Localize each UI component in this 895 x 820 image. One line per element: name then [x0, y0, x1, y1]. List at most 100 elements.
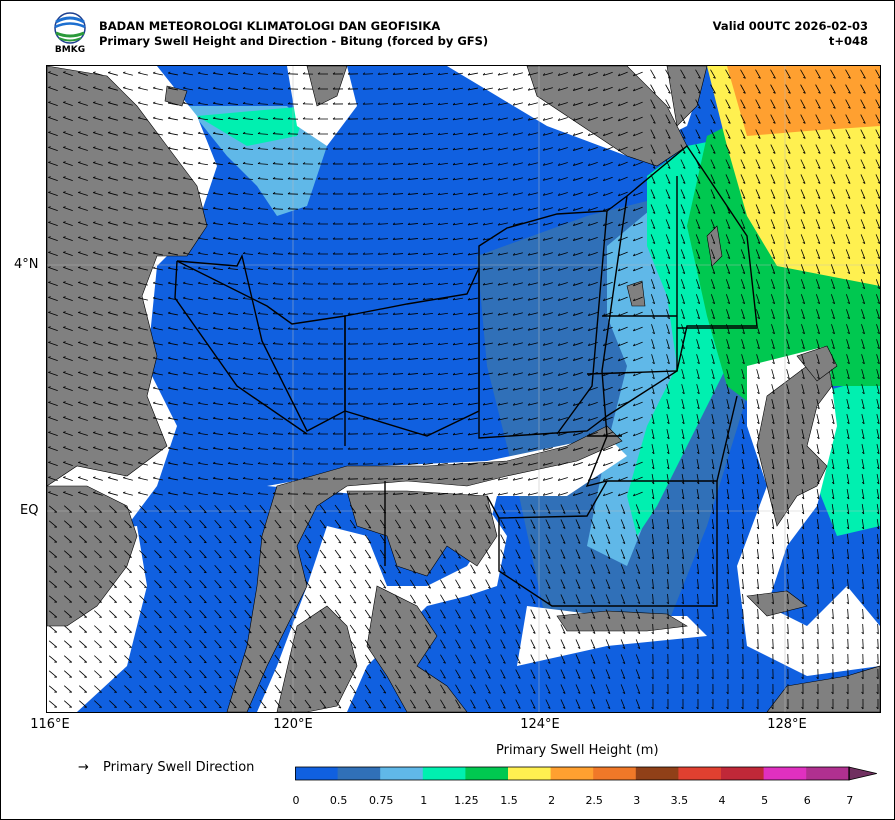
swell-arrow [242, 388, 254, 390]
swell-arrow [740, 174, 746, 184]
swell-arrow-head [263, 706, 267, 709]
swell-arrow [666, 504, 670, 514]
swell-arrow-head [227, 251, 231, 254]
swell-arrow [528, 102, 538, 106]
swell-arrow [603, 416, 613, 422]
swell-arrow-head [877, 211, 880, 214]
swell-arrow-head [93, 341, 96, 343]
swell-arrow [78, 237, 88, 241]
swell-arrow-head [711, 481, 715, 485]
swell-arrow [528, 267, 538, 271]
swell-arrow-head [757, 421, 760, 425]
swell-arrow-head [242, 326, 246, 329]
swell-arrow-head [48, 176, 51, 178]
swell-arrow [123, 312, 133, 316]
swell-arrow [711, 339, 715, 349]
swell-arrow [274, 519, 282, 529]
swell-arrow-head [137, 86, 141, 89]
swell-arrow [227, 418, 239, 420]
swell-arrow-head [666, 436, 670, 440]
swell-arrow [407, 448, 419, 450]
swell-arrow [530, 699, 536, 709]
swell-arrow-head [482, 192, 486, 196]
swell-arrow-head [78, 281, 81, 283]
swell-arrow-head [108, 176, 111, 179]
swell-arrow-head [771, 511, 775, 515]
swell-arrow [227, 253, 239, 255]
swell-arrow-head [392, 327, 396, 330]
swell-arrow-head [308, 616, 312, 619]
swell-arrow [453, 102, 463, 106]
swell-arrow [530, 564, 536, 574]
swell-arrow [272, 133, 284, 135]
swell-arrow-head [212, 491, 216, 494]
swell-arrow [651, 339, 655, 349]
swell-arrow [530, 639, 536, 649]
swell-arrow [227, 148, 239, 150]
swell-arrow [197, 282, 209, 286]
swell-arrow [470, 534, 476, 544]
swell-arrow [755, 84, 761, 94]
swell-arrow [109, 640, 117, 648]
swell-arrow-head [407, 447, 411, 450]
swell-arrow [575, 579, 581, 589]
land-mindanao-east [666, 66, 708, 127]
swell-arrow-head [48, 371, 51, 373]
swell-arrow [468, 237, 478, 241]
swell-arrow-head [123, 476, 126, 479]
swell-arrow [558, 72, 568, 76]
swell-arrow [876, 339, 880, 349]
swell-arrow-head [727, 106, 731, 109]
swell-arrow-head [742, 346, 745, 350]
swell-arrow-head [572, 118, 576, 121]
swell-arrow [169, 670, 177, 678]
swell-arrow-head [618, 268, 621, 272]
swell-arrow [528, 222, 538, 226]
swell-arrow-head [377, 102, 381, 105]
swell-arrow [667, 608, 669, 620]
swell-arrow [422, 102, 434, 106]
swell-arrow-head [862, 286, 865, 290]
swell-arrow-head [502, 541, 506, 544]
swell-arrow-head [633, 403, 636, 407]
swell-arrow [756, 339, 760, 349]
swell-arrow-head [847, 406, 850, 410]
swell-arrow [711, 354, 715, 364]
swell-arrow [63, 177, 73, 181]
swell-arrow [545, 639, 551, 649]
swell-arrow-head [123, 446, 126, 449]
swell-arrow [558, 252, 568, 256]
swell-arrow-head [876, 556, 879, 560]
swell-arrow-head [287, 447, 291, 450]
swell-arrow [830, 189, 836, 199]
swell-arrow-head [652, 136, 656, 139]
swell-arrow-head [877, 316, 880, 320]
swell-arrow-head [233, 706, 237, 709]
swell-arrow [860, 249, 866, 259]
swell-arrow [682, 593, 684, 605]
valid-line: Valid 00UTC 2026-02-03 [712, 19, 868, 33]
swell-arrow-head [487, 631, 491, 634]
swell-arrow-head [242, 101, 246, 104]
land-seram [556, 610, 688, 632]
swell-arrow-head [572, 163, 576, 166]
swell-arrow-head [502, 631, 506, 634]
swell-arrow-head [347, 402, 351, 405]
swell-arrow [483, 432, 493, 436]
swell-arrow [153, 252, 163, 256]
swell-arrow-head [353, 586, 357, 589]
swell-arrow-head [123, 206, 126, 209]
swell-arrow [545, 609, 551, 619]
swell-arrow [667, 638, 669, 650]
swell-arrow-head [487, 586, 491, 589]
swell-arrow-head [218, 526, 222, 529]
swell-arrow [680, 189, 686, 199]
swell-arrow [573, 312, 583, 316]
swell-arrow [153, 102, 163, 106]
swell-arrow [407, 298, 419, 300]
swell-arrow-head [846, 511, 850, 515]
swell-arrow-head [862, 196, 866, 199]
swell-arrow [409, 564, 417, 574]
swell-arrow [48, 341, 58, 347]
swell-arrow-head [666, 481, 670, 485]
